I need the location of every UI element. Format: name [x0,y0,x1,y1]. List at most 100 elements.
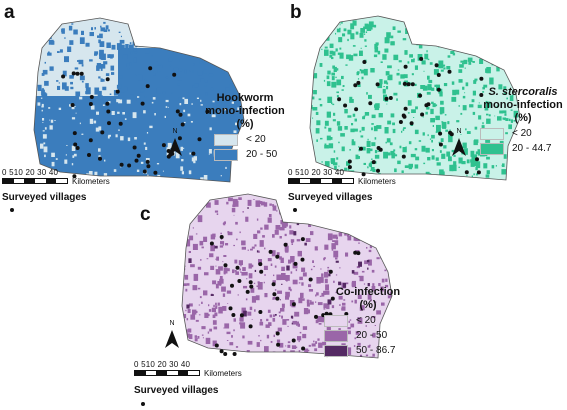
map-speckle [436,84,440,91]
map-speckle [476,45,480,49]
map-speckle [377,125,382,129]
map-speckle [507,177,511,180]
map-speckle [210,244,215,252]
map-speckle [361,146,366,151]
map-speckle [415,156,420,161]
map-speckle [277,290,282,294]
map-speckle [188,42,191,45]
map-speckle [370,68,375,73]
map-speckle [110,65,115,71]
map-speckle [387,229,389,233]
surveyed-village-dot [214,343,219,348]
map-speckle [243,310,247,317]
surveyed-village-dot [300,257,305,262]
surveyed-village-dot [291,338,296,343]
map-speckle [247,207,249,209]
panel-a-surveyed-village-dot-icon [10,208,14,212]
map-speckle [374,137,377,140]
map-speckle [414,164,419,169]
map-speckle [477,104,482,109]
map-speckle [208,149,212,154]
map-speckle [333,280,335,283]
map-speckle [489,23,494,27]
surveyed-village-dot [361,172,366,177]
map-speckle [178,28,180,30]
map-speckle [390,275,392,279]
map-speckle [94,53,98,56]
map-speckle [300,297,302,300]
map-speckle [312,260,314,263]
map-speckle [503,154,507,159]
map-speckle [509,26,515,33]
map-speckle [111,111,115,115]
map-speckle [366,92,368,95]
map-speckle [385,152,391,156]
map-speckle [281,266,285,271]
map-speckle [347,115,352,118]
map-speckle [443,67,446,70]
map-speckle [133,47,137,52]
surveyed-village-dot [447,69,452,74]
map-speckle [232,269,235,274]
map-speckle [286,319,290,321]
map-speckle [515,44,520,48]
map-speckle [203,236,208,242]
map-speckle [188,48,192,52]
map-speckle [335,212,337,214]
map-speckle [341,306,346,311]
map-speckle [369,239,372,241]
map-speckle [194,335,197,338]
map-speckle [103,21,106,24]
map-speckle [384,284,389,288]
surveyed-village-dot [420,112,425,117]
map-speckle [393,280,395,282]
map-speckle [184,69,187,74]
map-speckle [86,173,89,176]
map-speckle [175,152,180,159]
map-speckle [465,181,469,185]
map-speckle [47,52,52,56]
map-speckle [129,42,132,45]
map-speckle [506,97,508,100]
map-speckle [509,95,514,101]
map-speckle [298,350,301,353]
map-speckle [206,35,209,38]
map-speckle [222,306,227,311]
map-speckle [288,259,292,264]
surveyed-village-dot [100,130,105,135]
map-speckle [372,225,376,228]
surveyed-village-dot [409,121,414,126]
map-speckle [458,105,460,107]
map-speckle [312,34,314,38]
surveyed-village-dot [127,163,132,168]
map-speckle [272,317,276,322]
panel-b-legend-swatch [480,142,504,155]
map-speckle [473,140,478,146]
map-speckle [310,268,313,271]
map-speckle [323,257,326,261]
map-speckle [354,231,359,237]
map-speckle [366,148,371,154]
surveyed-village-dot [140,101,145,106]
map-speckle [69,40,74,45]
map-speckle [121,176,125,179]
map-speckle [502,110,507,114]
map-speckle [201,301,203,304]
map-speckle [376,310,381,315]
map-speckle [351,280,356,288]
map-speckle [89,32,94,37]
surveyed-village-dot [314,314,318,319]
map-speckle [339,24,341,26]
map-speckle [391,279,392,281]
map-speckle [404,50,408,55]
map-speckle [308,344,311,347]
map-speckle [292,279,298,285]
map-speckle [349,228,351,231]
map-speckle [452,53,456,56]
map-speckle [81,30,84,35]
map-speckle [94,171,98,176]
map-speckle [365,31,368,33]
map-speckle [248,263,252,269]
map-speckle [197,217,200,220]
map-speckle [357,156,360,159]
